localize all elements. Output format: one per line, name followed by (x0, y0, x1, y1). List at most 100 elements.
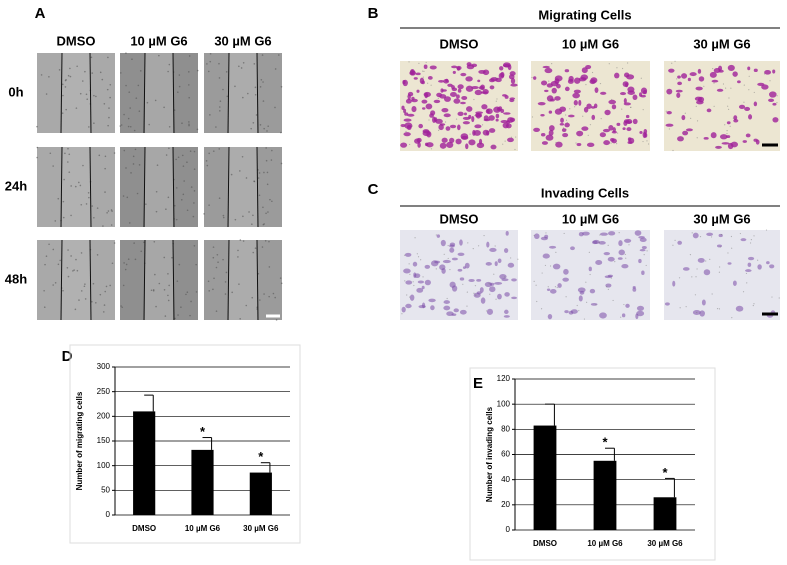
pore (705, 260, 707, 262)
cell (422, 129, 430, 134)
cell (439, 142, 447, 149)
cell (481, 104, 488, 110)
cell (687, 77, 691, 82)
cell-speck (40, 74, 43, 76)
cell-speck (196, 128, 199, 131)
pore (709, 258, 711, 260)
pore (668, 128, 670, 130)
cell (573, 100, 578, 106)
cell-speck (74, 185, 77, 188)
cell-speck (134, 148, 137, 151)
pore (719, 266, 721, 268)
cell (768, 91, 777, 98)
pore (642, 109, 644, 111)
pore (712, 68, 714, 70)
cell-speck (107, 56, 109, 59)
cell (480, 297, 486, 304)
cell (745, 269, 752, 273)
cell (478, 138, 483, 145)
cell (681, 73, 688, 79)
cell (604, 109, 611, 116)
cell (627, 86, 635, 93)
cell-speck (52, 165, 54, 167)
cell-speck (133, 242, 135, 244)
cell (407, 113, 415, 117)
cell (582, 231, 590, 236)
cell-speck (76, 269, 79, 272)
pore (647, 143, 650, 145)
cell-speck (77, 181, 80, 184)
cell (593, 103, 598, 109)
cell (456, 94, 460, 99)
cell-speck (70, 185, 72, 187)
cell-speck (69, 67, 71, 70)
pore (627, 62, 629, 64)
cell-speck (125, 263, 128, 266)
cell-speck (177, 314, 179, 316)
cell-speck (254, 247, 257, 249)
cell (638, 258, 642, 264)
cell (616, 122, 621, 126)
cell (664, 302, 670, 306)
pore (462, 283, 464, 285)
cell-speck (195, 263, 197, 266)
cell-speck (171, 256, 173, 259)
cell-speck (218, 148, 221, 150)
cell (541, 141, 548, 145)
pore (610, 277, 612, 279)
cell (727, 64, 735, 71)
pore (763, 73, 766, 75)
pore (475, 294, 477, 296)
pore (722, 83, 725, 85)
pore (535, 284, 537, 286)
cell-speck (120, 305, 122, 307)
cell-speck (93, 94, 95, 97)
cell (732, 71, 738, 77)
cell (611, 104, 617, 110)
cell (510, 78, 516, 84)
cell-speck (261, 54, 264, 56)
panel-title: Migrating Cells (538, 7, 631, 22)
cell-speck (108, 107, 110, 109)
y-tick-label: 0 (506, 525, 511, 534)
cell-speck (267, 211, 269, 213)
cell-speck (36, 125, 38, 128)
cell (449, 137, 455, 144)
pore (409, 273, 411, 275)
cell (733, 115, 738, 121)
cell-speck (120, 124, 123, 126)
cell (718, 233, 723, 238)
pore (474, 114, 476, 117)
pore (549, 98, 551, 100)
cell (443, 113, 451, 118)
cell-speck (272, 292, 275, 295)
wound-edge (143, 239, 146, 321)
cell (747, 256, 755, 261)
pore (757, 259, 759, 261)
cell (436, 92, 443, 98)
cell-speck (252, 251, 255, 254)
cell (578, 77, 587, 82)
cell (466, 62, 472, 67)
x-tick-label: 10 µM G6 (185, 524, 221, 533)
cell-speck (143, 241, 145, 244)
cell-speck (109, 96, 111, 99)
cell-speck (193, 245, 196, 247)
cell-speck (132, 163, 135, 165)
cell-speck (193, 202, 195, 204)
cell-speck (280, 162, 283, 165)
cell-speck (215, 266, 218, 269)
pore (575, 142, 577, 144)
cell-speck (165, 154, 168, 156)
cell-speck (52, 284, 54, 286)
cell (627, 137, 632, 141)
pore (495, 77, 497, 79)
column-header: 10 µM G6 (562, 36, 619, 51)
cell-speck (67, 74, 70, 77)
pore (598, 241, 600, 243)
pore (599, 82, 602, 85)
cell-speck (212, 246, 215, 248)
pore (607, 288, 609, 290)
cell (632, 287, 637, 292)
pore (729, 125, 731, 127)
